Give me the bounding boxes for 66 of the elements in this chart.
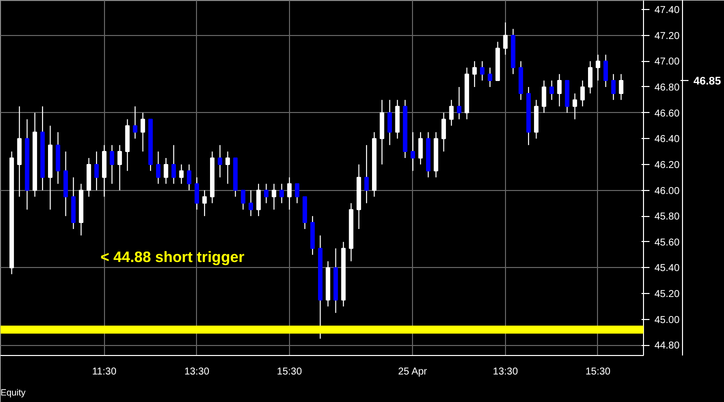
- candlestick: [110, 144, 114, 184]
- x-tick-label: 13:30: [184, 366, 210, 378]
- candlestick: [364, 144, 369, 204]
- candlestick: [542, 80, 546, 114]
- candlestick: [449, 99, 454, 126]
- candlestick: [248, 190, 254, 217]
- candlestick: [225, 151, 230, 184]
- candlestick: [387, 99, 392, 146]
- candlestick: [441, 112, 446, 152]
- candlestick: [410, 132, 416, 172]
- x-tick-label: 11:30: [92, 366, 117, 378]
- candlestick: [132, 106, 138, 140]
- candlestick: [272, 183, 276, 210]
- candlestick: [140, 112, 146, 152]
- candlestick: [294, 183, 300, 204]
- candlestick: [618, 74, 624, 100]
- candlestick: [603, 54, 608, 88]
- y-tick-label: 46.40: [654, 134, 680, 146]
- y-tick-label: 45.40: [654, 263, 680, 274]
- candlestick: [218, 144, 222, 178]
- y-tick-label: 45.20: [654, 289, 680, 300]
- candlestick: [418, 132, 423, 165]
- y-tick-label: 47.00: [654, 56, 680, 68]
- candlestick: [580, 80, 585, 107]
- candlestick: [480, 60, 485, 82]
- text: Equity: [0, 388, 26, 398]
- y-tick-label: 46.80: [654, 82, 680, 94]
- candlestick: [94, 151, 99, 191]
- candlestick: [240, 190, 246, 210]
- candlestick: [186, 164, 192, 191]
- text: 46.85: [694, 76, 722, 88]
- y-tick-label: 47.20: [654, 30, 680, 42]
- candlestick: [264, 183, 268, 204]
- candlestick: [549, 80, 554, 100]
- candlestick: [194, 176, 200, 210]
- y-tick-label: 45.00: [654, 314, 680, 326]
- candlestick: [256, 183, 261, 217]
- candlestick: [611, 74, 616, 100]
- x-tick-label: 15:30: [276, 366, 302, 378]
- candlestick: [596, 54, 600, 82]
- y-tick-label: 47.40: [654, 5, 680, 16]
- y-tick-label: 44.80: [654, 340, 680, 352]
- candlestick: [287, 176, 292, 210]
- candlestick: [279, 183, 284, 204]
- candlestick: [156, 151, 160, 184]
- candlestick: [171, 144, 176, 184]
- candlestick: [117, 144, 122, 191]
- y-tick-label: 46.60: [654, 108, 680, 120]
- candlestick: [588, 60, 593, 94]
- candlestick: [456, 86, 462, 120]
- y-tick-label: 45.80: [654, 212, 680, 223]
- candlestick: [503, 22, 508, 56]
- annotation: < 44.88 short trigger: [100, 248, 244, 266]
- y-tick-label: 46.20: [654, 160, 680, 171]
- candlestick: [572, 92, 578, 120]
- candlestick: [472, 60, 477, 88]
- x-tick-label: 25 Apr: [398, 366, 428, 378]
- x-tick-label: 13:30: [492, 366, 518, 378]
- candlestick: [557, 74, 562, 107]
- candlestick: [179, 164, 184, 184]
- candlestick: [164, 157, 168, 184]
- candlestick: [488, 67, 492, 88]
- y-tick-label: 46.00: [654, 186, 680, 197]
- y-tick-label: 45.60: [654, 237, 680, 248]
- x-tick-label: 15:30: [585, 366, 611, 378]
- candlestick: [202, 190, 207, 217]
